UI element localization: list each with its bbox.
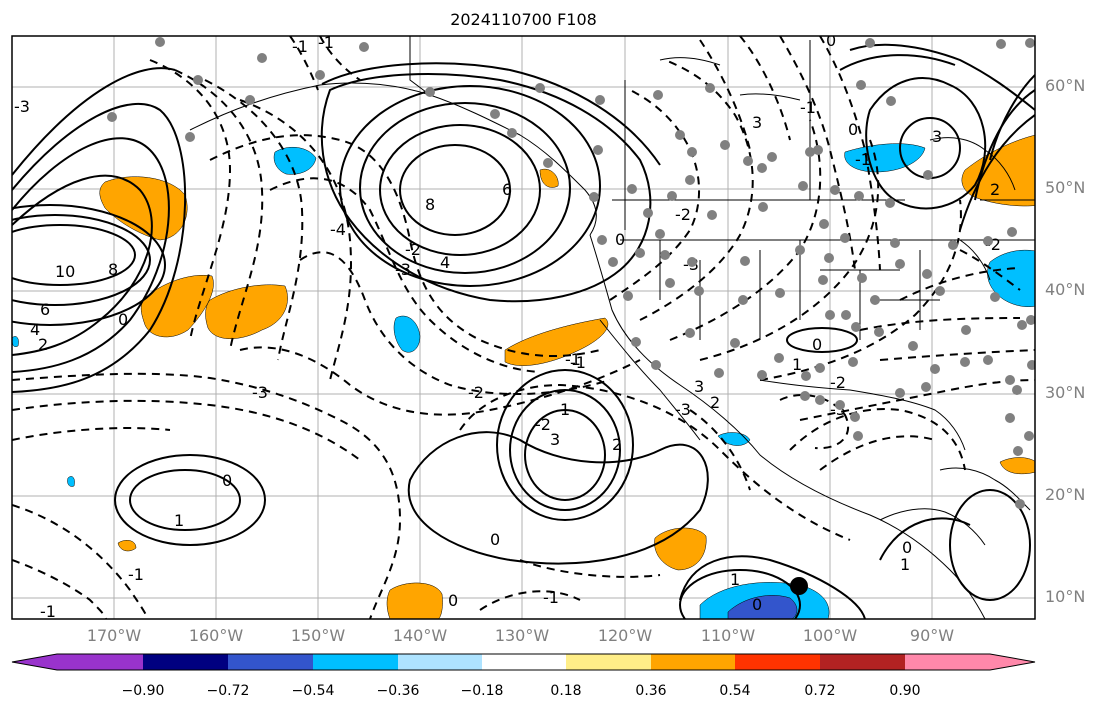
lat-label: 10°N (1045, 587, 1086, 606)
lon-label: 120°W (597, 626, 653, 645)
colorbar-swatch (313, 654, 398, 670)
colorbar-tick-label: 0.72 (804, 683, 836, 699)
contour-label: 1 (174, 511, 184, 530)
contour-label: 2 (612, 435, 622, 454)
lon-label: 140°W (392, 626, 448, 645)
colorbar-swatch (482, 654, 566, 670)
lon-label: 170°W (86, 626, 142, 645)
contour-label: -2 (468, 383, 484, 402)
lon-label: 100°W (802, 626, 858, 645)
contour-label: 4 (30, 320, 40, 339)
center-marker (790, 577, 808, 595)
contour-label: 0 (118, 310, 128, 329)
contour-label: 1 (792, 355, 802, 374)
contour-label: -2 (830, 373, 846, 392)
contour-label: 8 (425, 195, 435, 214)
colorbar (11, 653, 1036, 671)
contour-label: 0 (902, 538, 912, 557)
contour-label: 3 (752, 113, 762, 132)
colorbar-swatch (735, 654, 820, 670)
contour-label: -2 (675, 205, 691, 224)
lat-label: 60°N (1045, 76, 1086, 95)
contour-label: -1 (800, 98, 816, 117)
contour-label: 2 (990, 180, 1000, 199)
station-markers (107, 37, 1035, 509)
lon-label: 150°W (290, 626, 346, 645)
colorbar-tick-label: 0.36 (635, 683, 667, 699)
contour-label: 0 (615, 230, 625, 249)
contour-label: -1 (570, 353, 586, 372)
contour-label: -1 (855, 150, 871, 169)
colorbar-tick-label: −0.72 (206, 683, 250, 699)
contour-label: -1 (318, 33, 334, 52)
contour-label: -3 (675, 400, 691, 419)
colorbar-tick-label: 0.54 (719, 683, 751, 699)
colorbar-tick-label: −0.90 (121, 683, 165, 699)
colorbar-swatch (398, 654, 482, 670)
contour-label: 6 (40, 300, 50, 319)
contour-label: -3 (395, 260, 411, 279)
colorbar-swatch (57, 654, 143, 670)
contour-label: -1 (292, 37, 308, 56)
map-frame (11, 35, 1036, 620)
coastlines (189, 36, 1035, 619)
contour-label: -2 (535, 415, 551, 434)
contour-label: 6 (502, 180, 512, 199)
contour-label: 1 (900, 555, 910, 574)
map-title: 2024110700 F108 (450, 10, 597, 29)
contour-label: -1 (565, 350, 581, 369)
contour-label: 2 (710, 393, 720, 412)
contour-label: -3 (14, 97, 30, 116)
lat-label: 20°N (1045, 485, 1086, 504)
contour-label: 3 (694, 377, 704, 396)
colorbar-swatch (820, 654, 905, 670)
lon-label: 110°W (700, 626, 756, 645)
contours-dashed (12, 36, 1035, 619)
colorbar-swatch (905, 654, 990, 670)
contour-label: -1 (128, 565, 144, 584)
contour-label: 4 (440, 253, 450, 272)
contour-label: 3 (932, 127, 942, 146)
colorbar-tick-label: 0.90 (889, 683, 921, 699)
lat-label: 30°N (1045, 383, 1086, 402)
colorbar-max-arrow (990, 654, 1035, 670)
lon-label: 130°W (494, 626, 550, 645)
contours-solid (12, 43, 1035, 619)
contour-label: 3 (550, 430, 560, 449)
contour-label: -1 (40, 602, 56, 621)
contour-label: -2 (405, 240, 421, 259)
lon-label: 160°W (188, 626, 244, 645)
colorbar-swatch (566, 654, 651, 670)
colorbar-tick-label: −0.54 (291, 683, 335, 699)
contour-label: 0 (848, 120, 858, 139)
contour-label: 2 (38, 335, 48, 354)
colorbar-tick-label: 0.18 (550, 683, 582, 699)
colorbar-min-arrow (12, 654, 57, 670)
colorbar-swatch (228, 654, 313, 670)
contour-label: -1 (543, 588, 559, 607)
contour-label: -3 (252, 383, 268, 402)
lon-label: 90°W (909, 626, 955, 645)
lat-label: 50°N (1045, 178, 1086, 197)
contour-label: 10 (55, 262, 75, 281)
contour-label: -4 (330, 220, 346, 239)
colorbar-swatch (651, 654, 735, 670)
contour-label: 0 (222, 471, 232, 490)
lat-label: 40°N (1045, 280, 1086, 299)
contour-label: 0 (448, 591, 458, 610)
contour-label: 1 (560, 400, 570, 419)
contour-label: 0 (826, 31, 836, 50)
colorbar-tick-label: −0.18 (460, 683, 504, 699)
contour-label: 0 (812, 335, 822, 354)
colorbar-tick-label: −0.36 (376, 683, 420, 699)
contour-label: 0 (490, 530, 500, 549)
contour-label: 1 (730, 570, 740, 589)
contour-label: 0 (752, 595, 762, 614)
contour-label: 8 (108, 260, 118, 279)
colorbar-swatch (143, 654, 228, 670)
